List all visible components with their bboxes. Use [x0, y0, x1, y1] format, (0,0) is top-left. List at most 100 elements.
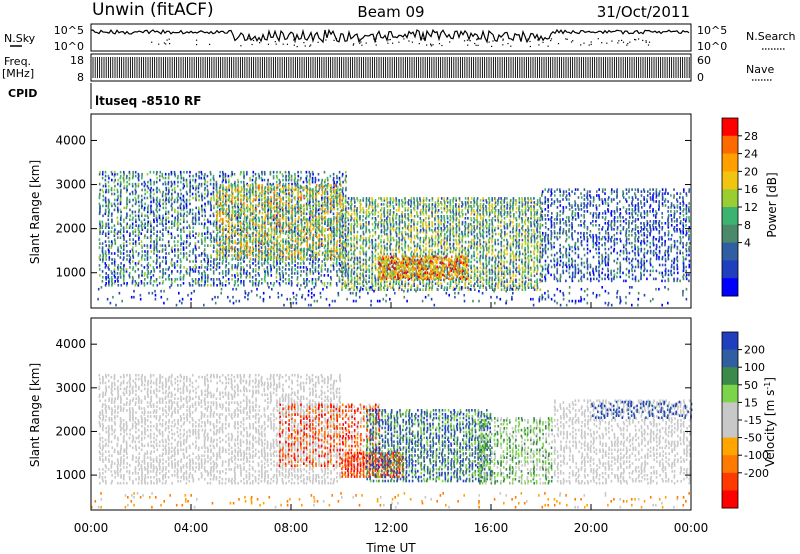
range-cell [267, 233, 270, 237]
range-cell [273, 245, 275, 249]
range-cell [165, 196, 167, 200]
range-cell [243, 212, 245, 216]
range-cell [222, 217, 224, 221]
range-cell [246, 198, 249, 201]
range-cell [189, 236, 191, 239]
range-cell [110, 252, 113, 255]
range-cell [161, 220, 164, 224]
range-cell [383, 238, 385, 242]
range-cell [305, 272, 308, 275]
range-cell [213, 264, 216, 267]
range-cell [401, 242, 403, 246]
range-cell [221, 180, 224, 184]
range-cell [332, 194, 335, 198]
range-cell [146, 184, 149, 188]
range-cell [309, 272, 312, 275]
range-cell [252, 184, 254, 188]
range-cell [192, 230, 194, 233]
range-cell [137, 224, 140, 227]
range-cell [183, 218, 185, 222]
range-cell [258, 196, 261, 199]
range-cell [156, 200, 159, 204]
range-cell [297, 170, 299, 174]
range-cell [254, 180, 257, 184]
range-cell [315, 203, 318, 207]
range-cell [141, 272, 143, 275]
range-cell [350, 282, 353, 285]
range-cell [380, 238, 382, 242]
range-cell [297, 211, 300, 215]
range-cell [240, 268, 242, 271]
range-cell [401, 252, 404, 256]
range-cell [138, 242, 140, 245]
range-cell [177, 224, 179, 227]
range-cell [212, 266, 215, 269]
range-cell [165, 218, 167, 222]
nsearch-dot [286, 43, 288, 45]
range-cell [161, 194, 164, 198]
range-cell [252, 170, 255, 174]
range-cell [150, 190, 152, 194]
range-cell [230, 234, 233, 237]
range-cell [228, 225, 231, 229]
range-cell [369, 234, 371, 238]
range-cell [231, 190, 234, 193]
range-cell [321, 215, 324, 219]
range-cell [291, 276, 293, 279]
range-cell [266, 182, 269, 186]
range-cell [234, 205, 237, 209]
range-cell [341, 217, 344, 220]
range-cell [216, 198, 219, 201]
range-cell [219, 174, 221, 178]
range-cell [261, 238, 263, 241]
range-cell [129, 214, 131, 218]
range-cell [347, 256, 350, 260]
range-cell [249, 211, 252, 215]
range-cell [215, 188, 218, 192]
range-cell [204, 238, 206, 241]
range-cell [219, 198, 222, 201]
range-cell [194, 212, 197, 216]
range-cell [334, 192, 336, 195]
range-cell [255, 188, 257, 191]
range-cell [324, 202, 327, 205]
range-cell [327, 253, 329, 257]
range-cell [131, 190, 134, 194]
range-cell [270, 203, 272, 207]
range-cell [341, 246, 343, 250]
range-cell [307, 231, 309, 235]
range-cell [146, 172, 149, 176]
range-cell [147, 204, 150, 208]
range-cell [198, 176, 200, 180]
range-cell [161, 222, 164, 226]
range-cell [249, 200, 251, 203]
range-cell [353, 218, 355, 222]
range-cell [258, 188, 260, 191]
range-cell [252, 268, 255, 271]
range-cell [225, 245, 228, 249]
range-cell [123, 170, 125, 174]
range-cell [233, 284, 236, 287]
range-cell [270, 268, 272, 271]
range-cell [285, 174, 287, 178]
nsearch-dot [583, 42, 585, 44]
range-cell [258, 176, 261, 180]
range-cell [101, 172, 104, 176]
range-cell [294, 255, 296, 259]
range-cell [246, 231, 249, 235]
range-cell [350, 232, 352, 236]
range-cell [119, 202, 122, 206]
range-cell [131, 182, 134, 186]
range-cell [246, 172, 248, 176]
range-cell [204, 204, 206, 208]
range-cell [224, 178, 227, 182]
range-cell [194, 264, 197, 267]
nsearch-dot [403, 38, 405, 40]
range-cell [182, 214, 185, 218]
range-cell [164, 248, 167, 251]
range-cell [263, 278, 266, 281]
range-cell [378, 242, 380, 246]
range-cell [401, 230, 403, 234]
range-cell [107, 266, 110, 269]
range-cell [231, 211, 234, 215]
